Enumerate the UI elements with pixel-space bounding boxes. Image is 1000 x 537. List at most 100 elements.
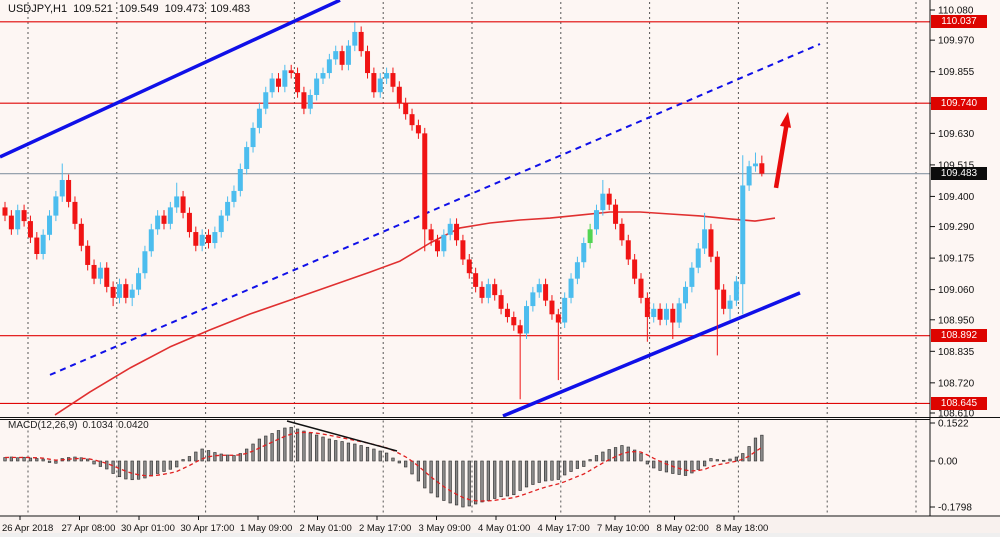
macd-bar — [461, 460, 465, 508]
macd-bar — [753, 437, 758, 462]
macd-bar — [16, 457, 20, 462]
candle-body — [403, 103, 409, 115]
candle-body — [574, 262, 580, 279]
candle-body — [47, 215, 53, 235]
candle-body — [237, 169, 243, 191]
candle-body — [244, 147, 250, 170]
price-tick-label: 109.970 — [938, 36, 975, 47]
trendline-support-2[interactable] — [502, 291, 801, 418]
candle-body — [441, 234, 447, 252]
candle-body — [206, 234, 212, 244]
candle-body — [454, 223, 460, 241]
candle-body — [727, 300, 733, 309]
candle-body — [632, 259, 638, 279]
candle-body — [613, 204, 619, 224]
candle-body — [752, 163, 758, 167]
macd-bar — [200, 448, 204, 462]
macd-bar — [493, 460, 497, 499]
macd-bar — [639, 453, 643, 462]
symbol-period-label: USDJPY,H1 — [8, 3, 68, 15]
macd-bar — [295, 428, 300, 462]
macd-bar — [435, 460, 440, 498]
time-tick-label: 4 May 01:00 — [478, 523, 530, 534]
macd-bar — [702, 460, 707, 467]
candle-body — [78, 223, 84, 246]
candle-body — [320, 73, 326, 79]
macd-bar — [124, 460, 128, 480]
macd-trendline[interactable] — [286, 420, 398, 452]
macd-bar — [626, 446, 630, 462]
candle-body — [708, 229, 714, 257]
price-tick-label: 108.835 — [938, 347, 975, 358]
candle-body — [638, 278, 644, 298]
macd-bar — [658, 460, 662, 471]
macd-bar — [41, 458, 45, 462]
candle-body — [256, 108, 262, 128]
candle-body — [524, 306, 530, 334]
time-tick-label: 30 Apr 17:00 — [181, 523, 235, 534]
price-badge-support-108892: 108.892 — [931, 329, 987, 343]
macd-bar — [22, 456, 26, 462]
macd-bar — [416, 460, 421, 482]
candle-body — [600, 193, 606, 211]
candle-body — [59, 179, 65, 197]
up-arrow-annotation[interactable] — [773, 111, 791, 189]
candle-body — [644, 297, 650, 318]
time-tick-label: 1 May 09:00 — [240, 523, 292, 534]
candle-body — [689, 267, 695, 287]
macd-bar — [359, 445, 363, 462]
candle-body — [66, 179, 72, 202]
trendline-dashed-channel[interactable] — [49, 43, 821, 376]
candle-body — [549, 300, 555, 315]
macd-bar — [486, 460, 490, 501]
macd-bar — [467, 460, 471, 507]
macd-bar — [321, 436, 325, 462]
candle-body — [365, 51, 371, 74]
candle-body — [129, 289, 135, 298]
macd-bar — [98, 460, 102, 467]
macd-bar — [404, 460, 408, 468]
candle-body — [422, 133, 428, 230]
candle-body — [2, 207, 8, 216]
macd-bar — [340, 441, 344, 462]
macd-bar — [187, 456, 192, 462]
macd-bar — [302, 430, 306, 462]
trendline-support-0[interactable] — [0, 0, 341, 159]
macd-bar — [474, 460, 478, 505]
trendlines[interactable] — [0, 0, 821, 418]
macd-bar — [550, 460, 554, 481]
candle-body — [555, 314, 561, 323]
macd-bar — [556, 460, 560, 480]
candle-body — [193, 232, 199, 246]
candle-body — [358, 31, 364, 52]
candle-body — [269, 78, 275, 93]
macd-bar — [35, 458, 39, 462]
candle-body — [180, 196, 186, 213]
macd-bar — [696, 460, 700, 470]
macd-bar — [264, 435, 268, 462]
candle-body — [619, 223, 625, 241]
candle-body — [263, 92, 269, 109]
macd-indicator-label: MACD(12,26,9) 0.1034 0.0420 — [8, 420, 154, 431]
horizontal-level-lines[interactable] — [0, 21, 930, 404]
macd-bar — [613, 447, 618, 462]
macd-bar — [569, 460, 573, 472]
price-tick-label: 110.080 — [938, 6, 974, 17]
macd-bar — [105, 460, 109, 470]
candle-body — [282, 70, 288, 87]
macd-bar — [47, 460, 52, 463]
macd-bar — [582, 460, 586, 467]
candle-body — [733, 281, 739, 301]
price-axis: 110.080109.970109.855109.740109.630109.5… — [930, 6, 975, 514]
candle-body — [21, 210, 27, 222]
candle-body — [759, 163, 765, 174]
candle-body — [333, 51, 339, 60]
moving-average-line — [54, 211, 776, 416]
price-tick-label: 109.175 — [938, 254, 975, 265]
macd-bar — [645, 460, 649, 465]
candle-body — [377, 78, 383, 93]
macd-bar — [512, 460, 516, 496]
macd-bar — [563, 460, 567, 476]
